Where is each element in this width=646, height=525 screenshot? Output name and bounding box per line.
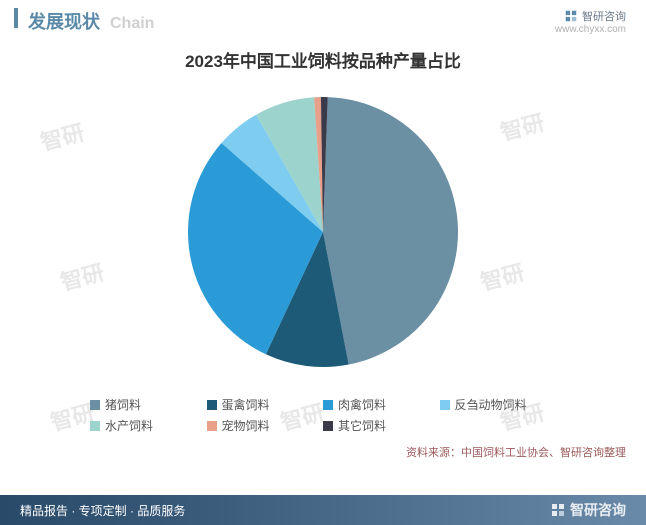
legend-item-3: 反刍动物饲料 [440,396,557,413]
legend-item-1: 蛋禽饲料 [207,396,324,413]
section-bar-icon [14,8,18,28]
legend-label: 水产饲料 [105,417,153,434]
legend-marker-icon [323,421,333,431]
section-title: 发展现状 [28,8,100,34]
footer-brand: 智研咨询 [570,500,626,520]
legend-item-2: 肉禽饲料 [323,396,440,413]
chart-legend: 猪饲料 蛋禽饲料 肉禽饲料 反刍动物饲料水产饲料 宠物饲料 其它饲料 [0,392,646,438]
source-text: 资料来源：中国饲料工业协会、智研咨询整理 [0,438,646,460]
chart-title: 2023年中国工业饲料按品种产量占比 [0,47,646,72]
brand-name: 智研咨询 [582,8,626,24]
footer-left: 精品报告 · 专项定制 · 品质服务 [20,502,185,519]
section-subtitle: Chain [110,15,154,33]
brand-url: www.chyxx.com [555,24,626,35]
legend-label: 反刍动物饲料 [455,396,527,413]
brand-logo-icon [564,9,578,23]
legend-marker-icon [440,400,450,410]
legend-marker-icon [90,400,100,410]
legend-item-6: 其它饲料 [323,417,440,434]
legend-label: 猪饲料 [105,396,141,413]
header: 发展现状 Chain 智研咨询 www.chyxx.com [0,0,646,39]
brand: 智研咨询 [555,8,626,24]
header-left: 发展现状 Chain [14,8,154,34]
header-right: 智研咨询 www.chyxx.com [555,8,626,35]
legend-marker-icon [323,400,333,410]
legend-label: 蛋禽饲料 [222,396,270,413]
legend-item-4: 水产饲料 [90,417,207,434]
pie-slice-0 [323,97,458,364]
legend-label: 肉禽饲料 [338,396,386,413]
footer: 精品报告 · 专项定制 · 品质服务 智研咨询 [0,495,646,525]
legend-marker-icon [90,421,100,431]
legend-marker-icon [207,421,217,431]
footer-right: 智研咨询 [550,500,626,520]
legend-label: 其它饲料 [338,417,386,434]
pie-chart [0,72,646,392]
legend-label: 宠物饲料 [222,417,270,434]
legend-item-0: 猪饲料 [90,396,207,413]
legend-marker-icon [207,400,217,410]
footer-logo-icon [550,502,566,518]
legend-item-5: 宠物饲料 [207,417,324,434]
